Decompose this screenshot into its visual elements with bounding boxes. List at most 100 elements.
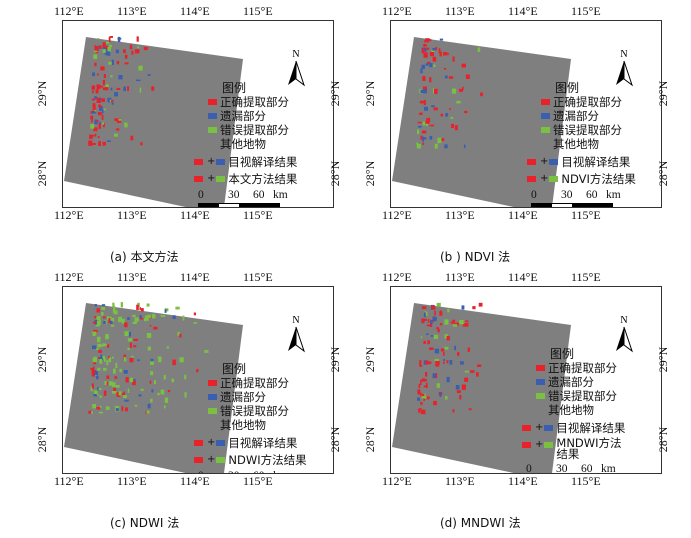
classified-pixel <box>463 144 466 148</box>
classified-pixel <box>102 122 105 125</box>
classified-pixel <box>99 359 103 364</box>
classified-pixel <box>435 373 438 378</box>
classified-pixel <box>146 410 150 414</box>
classified-pixel <box>105 46 109 49</box>
classified-pixel <box>443 361 445 364</box>
classified-pixel <box>133 345 137 348</box>
classified-pixel <box>115 128 120 131</box>
classified-pixel <box>98 349 102 353</box>
classified-pixel <box>90 368 94 370</box>
classified-pixel <box>112 391 117 394</box>
classified-pixel <box>419 112 423 115</box>
classified-pixel <box>124 322 128 328</box>
classified-pixel <box>147 74 151 76</box>
classified-pixel <box>97 38 100 40</box>
classified-pixel <box>121 406 124 412</box>
classified-pixel <box>425 382 428 388</box>
classified-pixel <box>96 84 100 88</box>
classified-pixel <box>417 397 421 401</box>
map-frame: N 图例 正确提取部分 遗漏部分 错误提取部分 其他地物 + 目视解译结果 + MNDWI… <box>390 286 662 474</box>
classified-pixel <box>425 318 427 321</box>
classified-pixel <box>92 110 95 113</box>
classified-pixel <box>118 391 122 396</box>
classified-pixel <box>427 340 430 345</box>
classified-pixel <box>136 79 141 82</box>
classified-pixel <box>435 361 440 367</box>
classified-pixel <box>421 64 425 69</box>
classified-pixel <box>419 360 422 366</box>
classified-pixel <box>124 122 128 128</box>
map-panel: N 图例 正确提取部分 遗漏部分 错误提取部分 其他地物 + 目视解译结果 + 本文方法结… <box>35 4 370 258</box>
classified-pixel <box>421 306 427 309</box>
classified-pixel <box>123 49 126 53</box>
classified-pixel <box>93 50 98 53</box>
legend-item: 正确提取部分 <box>208 376 307 390</box>
classified-pixel <box>423 52 428 58</box>
classified-pixel <box>429 320 433 325</box>
classified-pixel <box>433 334 438 339</box>
classified-pixel <box>140 317 144 320</box>
classified-pixel <box>103 390 107 396</box>
classified-pixel <box>106 360 109 366</box>
classified-pixel <box>91 370 97 374</box>
classified-pixel <box>97 136 100 139</box>
classified-pixel <box>92 72 95 77</box>
classified-pixel <box>434 310 436 316</box>
classified-pixel <box>422 89 427 94</box>
north-arrow-icon: N <box>616 315 633 353</box>
classified-pixel <box>94 304 97 307</box>
classified-pixel <box>104 381 107 385</box>
classified-pixel <box>113 310 118 315</box>
classified-pixel <box>107 46 111 53</box>
classified-pixel <box>131 50 134 55</box>
classified-pixel <box>112 382 115 387</box>
classified-pixel <box>102 142 106 146</box>
classified-pixel <box>455 385 460 390</box>
classified-pixel <box>461 305 465 310</box>
classified-pixel <box>94 62 97 67</box>
classified-pixel <box>420 89 424 93</box>
classified-pixel <box>452 409 455 413</box>
classified-pixel <box>109 36 113 38</box>
classified-pixel <box>104 357 106 362</box>
classified-pixel <box>421 130 427 134</box>
classified-pixel <box>101 312 104 316</box>
classified-pixel <box>164 397 169 403</box>
legend-swatch <box>208 380 217 386</box>
north-label: N <box>292 49 299 60</box>
north-label: N <box>620 49 627 60</box>
legend-swatch <box>536 393 545 399</box>
legend-swatch <box>541 113 550 119</box>
classified-pixel <box>140 388 144 391</box>
lon-tick-bottom: 112°E <box>382 474 412 488</box>
panel-caption: (b ) NDVI 法 <box>440 250 511 264</box>
legend-item: 正确提取部分 <box>208 95 297 109</box>
classified-pixel <box>98 123 101 129</box>
classified-pixel <box>127 317 130 320</box>
lat-tick-left: 29°N <box>363 346 378 373</box>
classified-pixel <box>121 393 126 395</box>
lon-tick-bottom: 112°E <box>382 208 412 222</box>
classified-pixel <box>108 318 111 324</box>
classified-pixel <box>129 342 132 348</box>
classified-pixel <box>102 316 106 319</box>
classified-pixel <box>127 338 133 342</box>
scale-bar: 0 30 60 km <box>198 188 297 207</box>
legend-item-visual: + 目视解译结果 <box>194 436 307 450</box>
classified-pixel <box>465 74 470 79</box>
panel-caption: (d) MNDWI 法 <box>440 516 521 530</box>
classified-pixel <box>110 324 115 327</box>
classified-pixel <box>432 316 437 322</box>
classified-pixel <box>420 401 423 405</box>
scale-bar: 0 30 60 km <box>198 469 307 473</box>
classified-pixel <box>434 88 438 94</box>
legend-swatch <box>544 442 554 448</box>
classified-pixel <box>112 303 115 307</box>
legend-swatch <box>208 127 217 133</box>
classified-pixel <box>438 48 441 54</box>
classified-pixel <box>450 117 454 119</box>
classified-pixel <box>105 87 109 91</box>
classified-pixel <box>115 385 120 388</box>
classified-pixel <box>160 314 166 317</box>
classified-pixel <box>422 142 425 145</box>
